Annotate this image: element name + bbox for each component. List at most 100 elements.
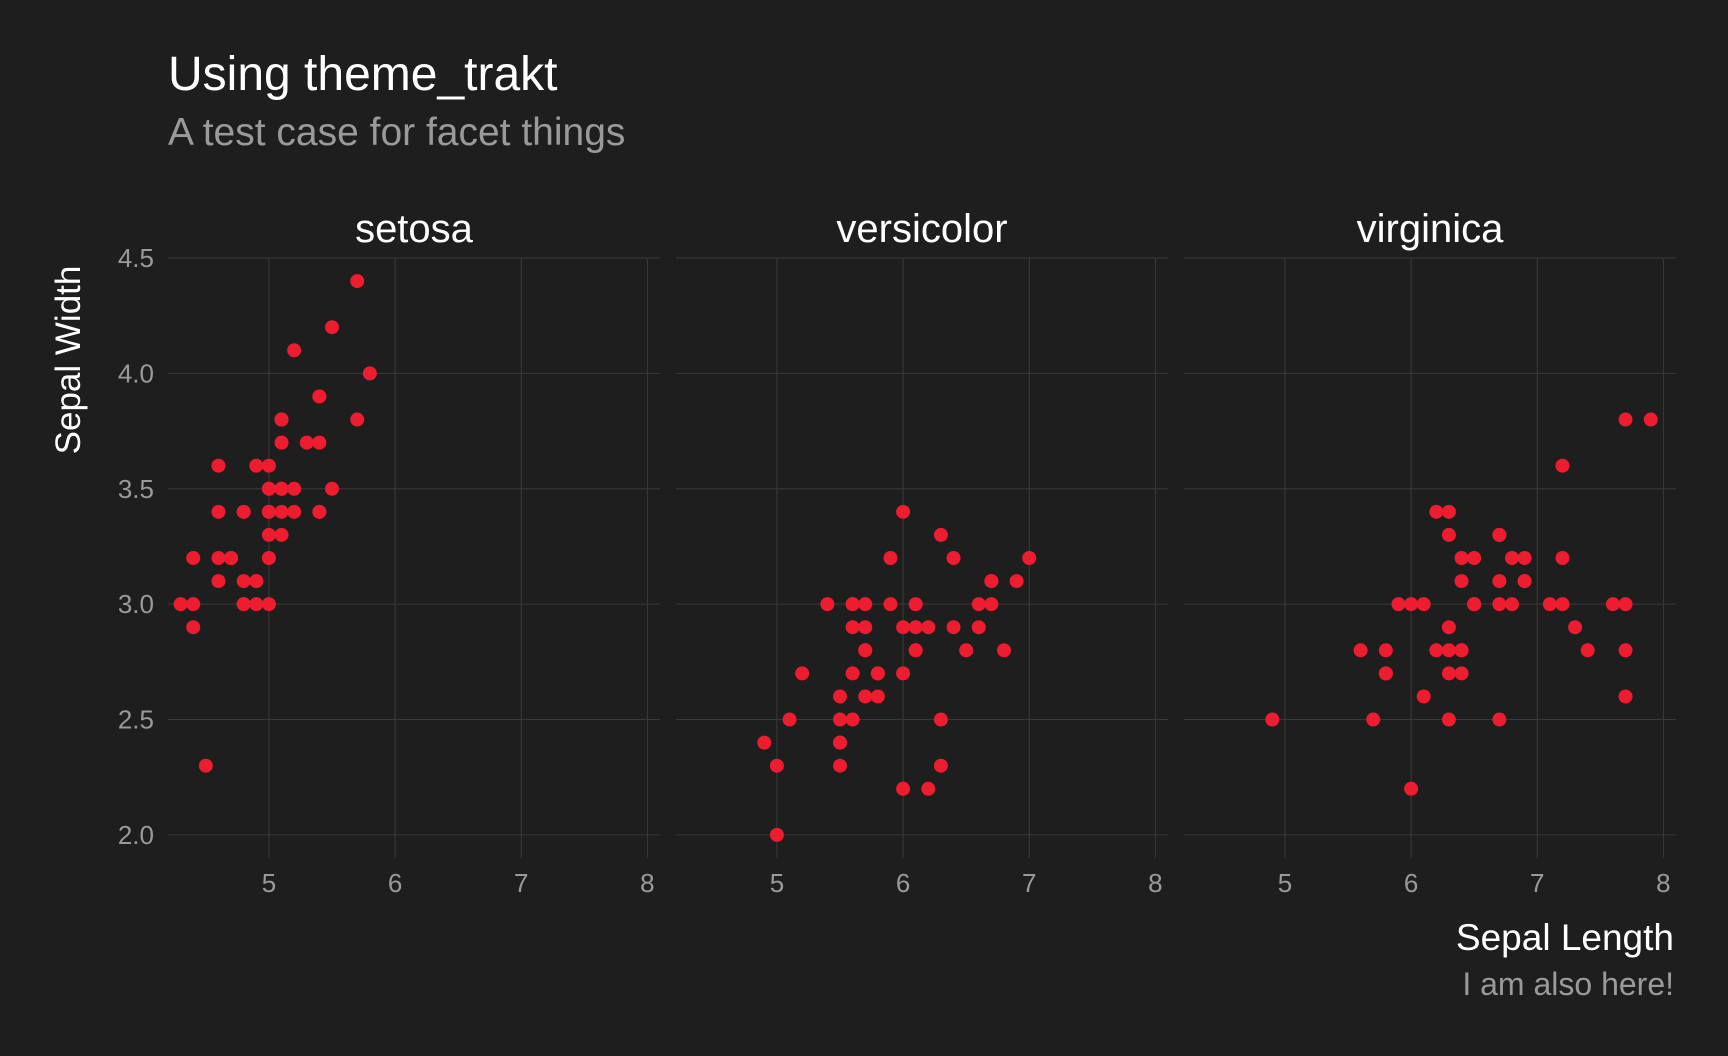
data-point [1441, 643, 1456, 658]
data-point [1429, 643, 1444, 658]
data-point [261, 481, 276, 496]
data-point [312, 504, 327, 519]
data-point [1517, 551, 1532, 565]
data-point [1441, 712, 1456, 727]
data-point [833, 758, 847, 773]
facet-label: versicolor [836, 207, 1007, 251]
data-point [1492, 527, 1507, 542]
data-point [1467, 597, 1482, 612]
data-point [883, 597, 898, 612]
y-tick-label: 4.0 [118, 358, 154, 388]
data-point [236, 574, 251, 589]
data-point [1429, 504, 1444, 519]
y-tick-label: 2.0 [118, 820, 154, 850]
data-point [896, 781, 911, 796]
facet-panel-virginica: virginica 5 6 7 8 [1184, 207, 1676, 898]
x-tick-label: 6 [896, 868, 910, 898]
data-point [198, 758, 213, 773]
data-point [1555, 458, 1570, 473]
data-point [1391, 597, 1406, 612]
data-point [1505, 597, 1519, 612]
data-point [287, 481, 302, 496]
data-point [211, 574, 226, 589]
data-point [1441, 620, 1456, 635]
data-point [173, 597, 188, 612]
chart-caption: I am also here! [1462, 966, 1674, 1002]
data-point [1580, 643, 1595, 658]
data-point [1492, 597, 1507, 612]
data-point [1618, 689, 1633, 704]
data-point [186, 551, 201, 565]
data-point [186, 597, 201, 612]
data-point [1555, 551, 1570, 565]
y-tick-label: 3.5 [118, 474, 154, 504]
data-point [350, 412, 365, 427]
data-point [933, 527, 948, 542]
x-tick-label: 7 [1022, 868, 1036, 898]
data-point [870, 666, 885, 681]
data-point [1454, 666, 1469, 681]
data-point [261, 551, 276, 565]
data-point [1265, 712, 1280, 727]
x-tick-label: 5 [770, 868, 784, 898]
data-point [820, 597, 835, 612]
data-point [984, 597, 999, 612]
data-point [274, 481, 289, 496]
data-point [845, 666, 860, 681]
data-point [933, 758, 948, 773]
data-point [299, 435, 314, 450]
data-point [1555, 597, 1570, 612]
data-point [1492, 712, 1507, 727]
data-point [1441, 527, 1456, 542]
data-point [896, 504, 911, 519]
data-point [274, 435, 289, 450]
data-point [984, 574, 999, 589]
data-point [325, 320, 339, 335]
data-point [757, 735, 772, 750]
facet-panel-setosa: setosa 2.0 2.5 3.0 3.5 4.0 4.5 5 6 7 8 [118, 207, 660, 898]
facet-label: virginica [1357, 207, 1504, 251]
data-point [858, 597, 873, 612]
data-point [261, 527, 276, 542]
chart-subtitle: A test case for facet things [168, 111, 625, 154]
data-point [896, 620, 911, 635]
data-point [858, 689, 873, 704]
data-point [769, 827, 784, 842]
data-point [921, 620, 936, 635]
data-point [1378, 643, 1393, 658]
x-axis-label: Sepal Length [1456, 917, 1674, 958]
data-point [908, 597, 923, 612]
data-point [1618, 643, 1633, 658]
data-point [362, 366, 377, 381]
data-point [1378, 666, 1393, 681]
data-point [858, 643, 873, 658]
data-point [946, 551, 961, 565]
data-point [249, 574, 264, 589]
data-point [833, 712, 847, 727]
data-point [782, 712, 797, 727]
data-point [845, 620, 860, 635]
data-point [933, 712, 948, 727]
facet-label: setosa [355, 207, 474, 251]
data-point [1505, 551, 1519, 565]
data-point [1022, 551, 1037, 565]
data-point [1366, 712, 1381, 727]
data-point [1454, 551, 1469, 565]
data-point [287, 504, 302, 519]
data-point [186, 620, 201, 635]
data-point [845, 712, 860, 727]
x-tick-label: 7 [514, 868, 528, 898]
data-point [1467, 551, 1482, 565]
data-point [1568, 620, 1583, 635]
data-point [946, 620, 961, 635]
data-point [249, 597, 264, 612]
data-point [1542, 597, 1557, 612]
data-point [896, 666, 911, 681]
data-point [274, 412, 289, 427]
y-axis-label: Sepal Width [49, 266, 88, 455]
data-point [211, 551, 226, 565]
x-tick-label: 8 [1656, 868, 1670, 898]
data-point [997, 643, 1011, 658]
x-tick-label: 6 [1404, 868, 1418, 898]
